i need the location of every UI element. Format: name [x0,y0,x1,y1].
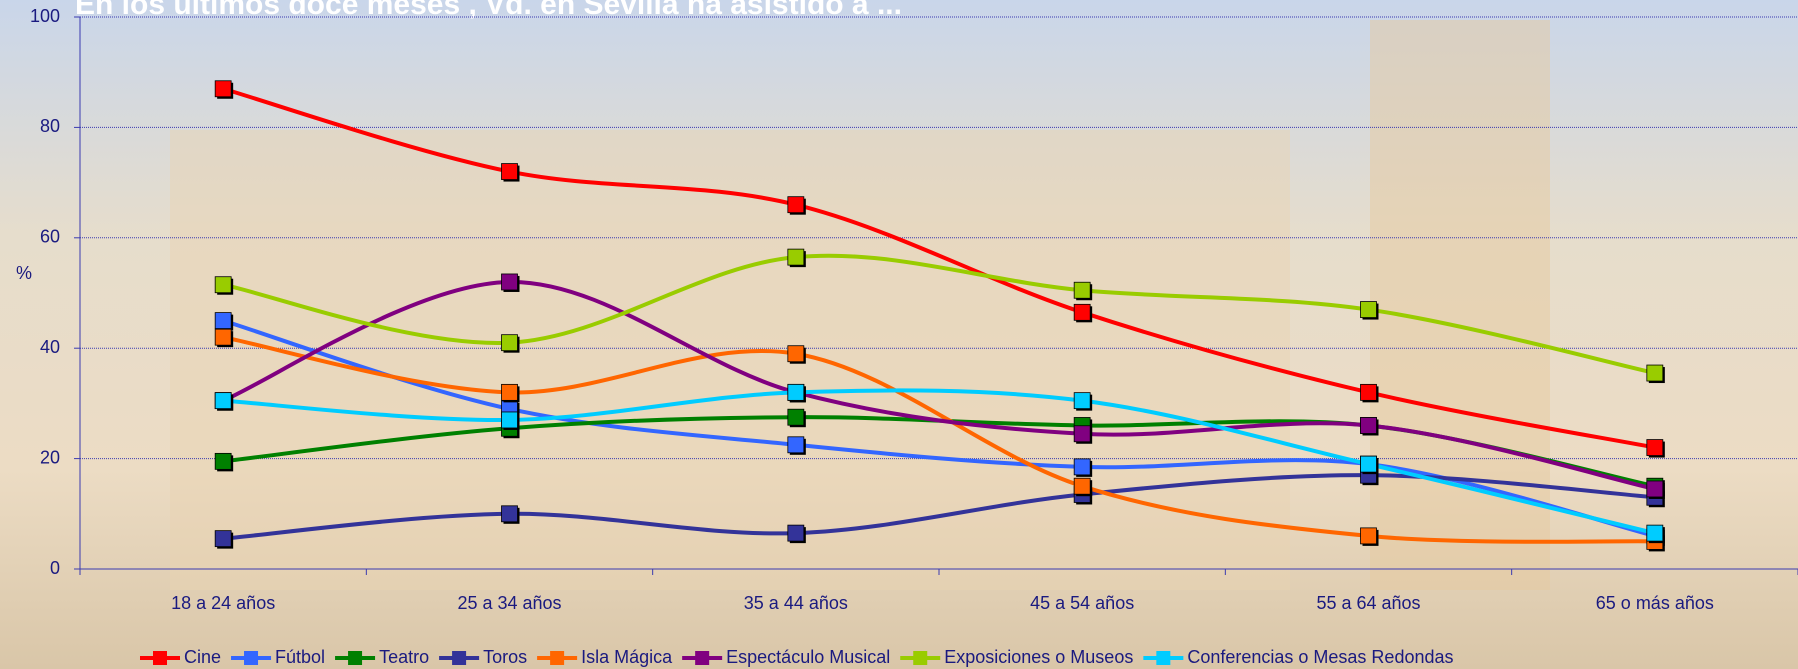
x-tick-label: 45 a 54 años [1030,593,1134,613]
marker [788,346,804,362]
legend-marker [1156,651,1170,665]
legend-marker [913,651,927,665]
marker [215,313,231,329]
y-axis-label: % [16,263,32,283]
y-tick-label: 60 [40,227,60,247]
marker [1361,528,1377,544]
marker [1647,525,1663,541]
marker [1074,393,1090,409]
marker [1074,304,1090,320]
marker [1647,365,1663,381]
marker [788,249,804,265]
marker [215,453,231,469]
marker [502,506,518,522]
legend-label: Toros [483,647,527,667]
marker [215,277,231,293]
marker [502,384,518,400]
marker [788,409,804,425]
marker [502,335,518,351]
legend-label: Cine [184,647,221,667]
y-tick-label: 0 [50,558,60,578]
marker [788,437,804,453]
marker [788,525,804,541]
x-tick-label: 25 a 34 años [457,593,561,613]
marker [1647,481,1663,497]
y-tick-label: 20 [40,447,60,467]
legend-marker [452,651,466,665]
legend-marker [348,651,362,665]
x-tick-label: 55 a 64 años [1316,593,1420,613]
legend-label: Teatro [379,647,429,667]
chart-title: En los últimos doce meses , Vd. en Sevil… [75,0,902,21]
legend-marker [695,651,709,665]
marker [215,531,231,547]
marker [215,81,231,97]
legend-label: Isla Mágica [581,647,673,667]
chart: En los últimos doce meses , Vd. en Sevil… [0,0,1798,669]
marker [1361,302,1377,318]
legend-label: Fútbol [275,647,325,667]
legend-label: Espectáculo Musical [726,647,890,667]
y-tick-label: 40 [40,337,60,357]
marker [788,197,804,213]
marker [502,274,518,290]
marker [1361,417,1377,433]
marker [1074,426,1090,442]
legend-marker [244,651,258,665]
marker [215,329,231,345]
marker [1074,459,1090,475]
legend-label: Exposiciones o Museos [944,647,1133,667]
marker [788,384,804,400]
marker [1361,456,1377,472]
marker [1074,478,1090,494]
legend-marker [550,651,564,665]
marker [1647,440,1663,456]
marker [502,164,518,180]
x-tick-label: 65 o más años [1596,593,1714,613]
legend-label: Conferencias o Mesas Redondas [1187,647,1453,667]
marker [1074,282,1090,298]
background-tower [1370,20,1550,590]
legend-marker [153,651,167,665]
marker [502,412,518,428]
y-tick-label: 100 [30,6,60,26]
y-tick-label: 80 [40,116,60,136]
marker [1361,384,1377,400]
x-tick-label: 35 a 44 años [744,593,848,613]
marker [215,393,231,409]
x-tick-label: 18 a 24 años [171,593,275,613]
